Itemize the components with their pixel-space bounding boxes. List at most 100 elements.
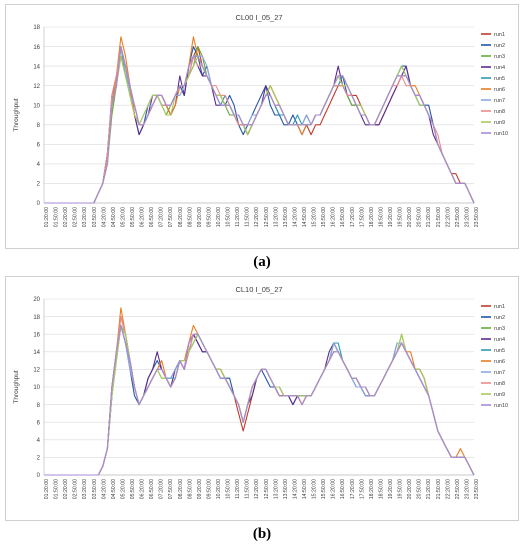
caption-a: (a) <box>0 254 524 271</box>
y-tick-label: 4 <box>37 162 41 168</box>
x-tick-label: 10:50:00 <box>226 479 232 499</box>
y-tick-label: 8 <box>37 123 41 129</box>
x-tick-label: 13:20:00 <box>273 207 279 227</box>
x-tick-label: 16:20:00 <box>331 207 337 227</box>
x-tick-label: 04:20:00 <box>101 207 107 227</box>
y-tick-label: 18 <box>33 25 40 31</box>
series-line-run2 <box>44 324 475 476</box>
series-line-run6 <box>44 307 475 476</box>
y-tick-label: 0 <box>37 473 41 479</box>
chart-panel-b: CL10 I_05_27 0 2 4 6 8 10 12 14 16 18 20 Throughput 0… <box>5 276 519 521</box>
series-line-run5 <box>44 324 475 476</box>
x-tick-label: 18:20:00 <box>369 207 375 227</box>
caption-b: (b) <box>0 526 524 543</box>
y-tick-label: 18 <box>33 315 40 321</box>
x-tick-label: 17:50:00 <box>359 207 365 227</box>
x-tick-label: 16:20:00 <box>331 479 337 499</box>
legend-label-run3: run3 <box>494 54 505 60</box>
x-tick-label: 07:20:00 <box>159 207 165 227</box>
series-line-run7 <box>44 324 475 476</box>
y-tick-label: 10 <box>33 385 40 391</box>
x-tick-label: 19:50:00 <box>398 207 404 227</box>
x-tick-label: 03:20:00 <box>82 479 88 499</box>
x-tick-label: 23:20:00 <box>464 479 470 499</box>
x-tick-label: 23:50:00 <box>474 479 480 499</box>
x-tick-label: 20:20:00 <box>407 479 413 499</box>
legend-label-run9: run9 <box>494 392 505 398</box>
x-tick-label: 22:20:00 <box>445 479 451 499</box>
x-tick-label: 18:50:00 <box>378 479 384 499</box>
x-tick-label: 02:20:00 <box>63 479 69 499</box>
legend-label-run8: run8 <box>494 109 505 115</box>
x-tick-label: 15:50:00 <box>321 479 327 499</box>
x-tick-label: 20:20:00 <box>407 207 413 227</box>
y-tick-label: 20 <box>33 297 40 303</box>
x-tick-label: 16:50:00 <box>340 479 346 499</box>
y-tick-label: 2 <box>37 182 41 188</box>
x-tick-label: 14:20:00 <box>292 207 298 227</box>
x-tick-label: 21:50:00 <box>436 207 442 227</box>
legend-label-run5: run5 <box>494 76 505 82</box>
x-tick-label: 10:50:00 <box>226 207 232 227</box>
y-tick-label: 10 <box>33 103 40 109</box>
x-tick-label: 16:50:00 <box>340 207 346 227</box>
x-tick-label: 14:50:00 <box>302 207 308 227</box>
x-tick-label: 18:50:00 <box>378 207 384 227</box>
y-tick-label: 2 <box>37 456 41 462</box>
legend-label-run10: run10 <box>494 131 508 137</box>
x-tick-label: 01:20:00 <box>44 207 50 227</box>
series-line-run6 <box>44 36 475 204</box>
legend-label-run10: run10 <box>494 403 508 409</box>
series-line-run4 <box>44 55 475 204</box>
x-tick-label: 06:50:00 <box>149 479 155 499</box>
y-tick-label: 16 <box>33 45 40 51</box>
x-tick-label: 09:50:00 <box>206 207 212 227</box>
x-tick-label: 06:50:00 <box>149 207 155 227</box>
x-tick-label: 18:20:00 <box>369 479 375 499</box>
x-tick-label: 11:50:00 <box>245 207 251 227</box>
x-tick-label: 12:20:00 <box>254 207 260 227</box>
y-tick-label: 16 <box>33 332 40 338</box>
chart-panel-a: CL00 I_05_27 0 2 4 6 8 10 12 14 16 18 Throughput 01:… <box>5 4 519 249</box>
x-tick-label: 02:50:00 <box>73 207 79 227</box>
x-tick-label: 08:50:00 <box>187 207 193 227</box>
x-tick-label: 11:20:00 <box>235 207 241 227</box>
legend-label-run6: run6 <box>494 87 505 93</box>
legend-label-run8: run8 <box>494 381 505 387</box>
x-tick-label: 15:50:00 <box>321 207 327 227</box>
x-tick-label: 21:50:00 <box>436 479 442 499</box>
y-tick-label: 0 <box>37 201 41 207</box>
x-tick-label: 15:20:00 <box>312 207 318 227</box>
x-tick-label: 20:50:00 <box>417 479 423 499</box>
x-tick-label: 14:20:00 <box>292 479 298 499</box>
x-tick-label: 11:20:00 <box>235 479 241 499</box>
x-tick-label: 19:50:00 <box>398 479 404 499</box>
y-tick-label: 4 <box>37 438 41 444</box>
x-tick-label: 11:50:00 <box>245 479 251 499</box>
x-tick-label: 13:50:00 <box>283 479 289 499</box>
chart-title: CL10 I_05_27 <box>235 285 282 294</box>
x-tick-label: 02:50:00 <box>73 479 79 499</box>
legend-label-run3: run3 <box>494 326 505 332</box>
x-tick-label: 17:20:00 <box>350 207 356 227</box>
legend-label-run5: run5 <box>494 348 505 354</box>
x-tick-label: 23:20:00 <box>464 207 470 227</box>
throughput-chart-a: CL00 I_05_27 0 2 4 6 8 10 12 14 16 18 Throughput 01:… <box>13 13 508 227</box>
legend-label-run2: run2 <box>494 315 505 321</box>
legend-label-run7: run7 <box>494 370 505 376</box>
legend-label-run4: run4 <box>494 337 505 343</box>
x-tick-label: 07:20:00 <box>159 479 165 499</box>
x-tick-label: 09:20:00 <box>197 207 203 227</box>
caption-b-label: (b) <box>252 526 272 542</box>
series-line-run4 <box>44 324 475 476</box>
x-tick-label: 10:20:00 <box>216 207 222 227</box>
x-tick-label: 14:50:00 <box>302 479 308 499</box>
series-line-run8 <box>44 316 475 476</box>
x-tick-label: 05:50:00 <box>130 479 136 499</box>
x-tick-label: 19:20:00 <box>388 479 394 499</box>
x-tick-label: 22:20:00 <box>445 207 451 227</box>
x-tick-label: 01:50:00 <box>54 479 60 499</box>
x-tick-label: 04:20:00 <box>101 479 107 499</box>
x-tick-label: 04:50:00 <box>111 207 117 227</box>
y-tick-label: 14 <box>33 64 40 70</box>
